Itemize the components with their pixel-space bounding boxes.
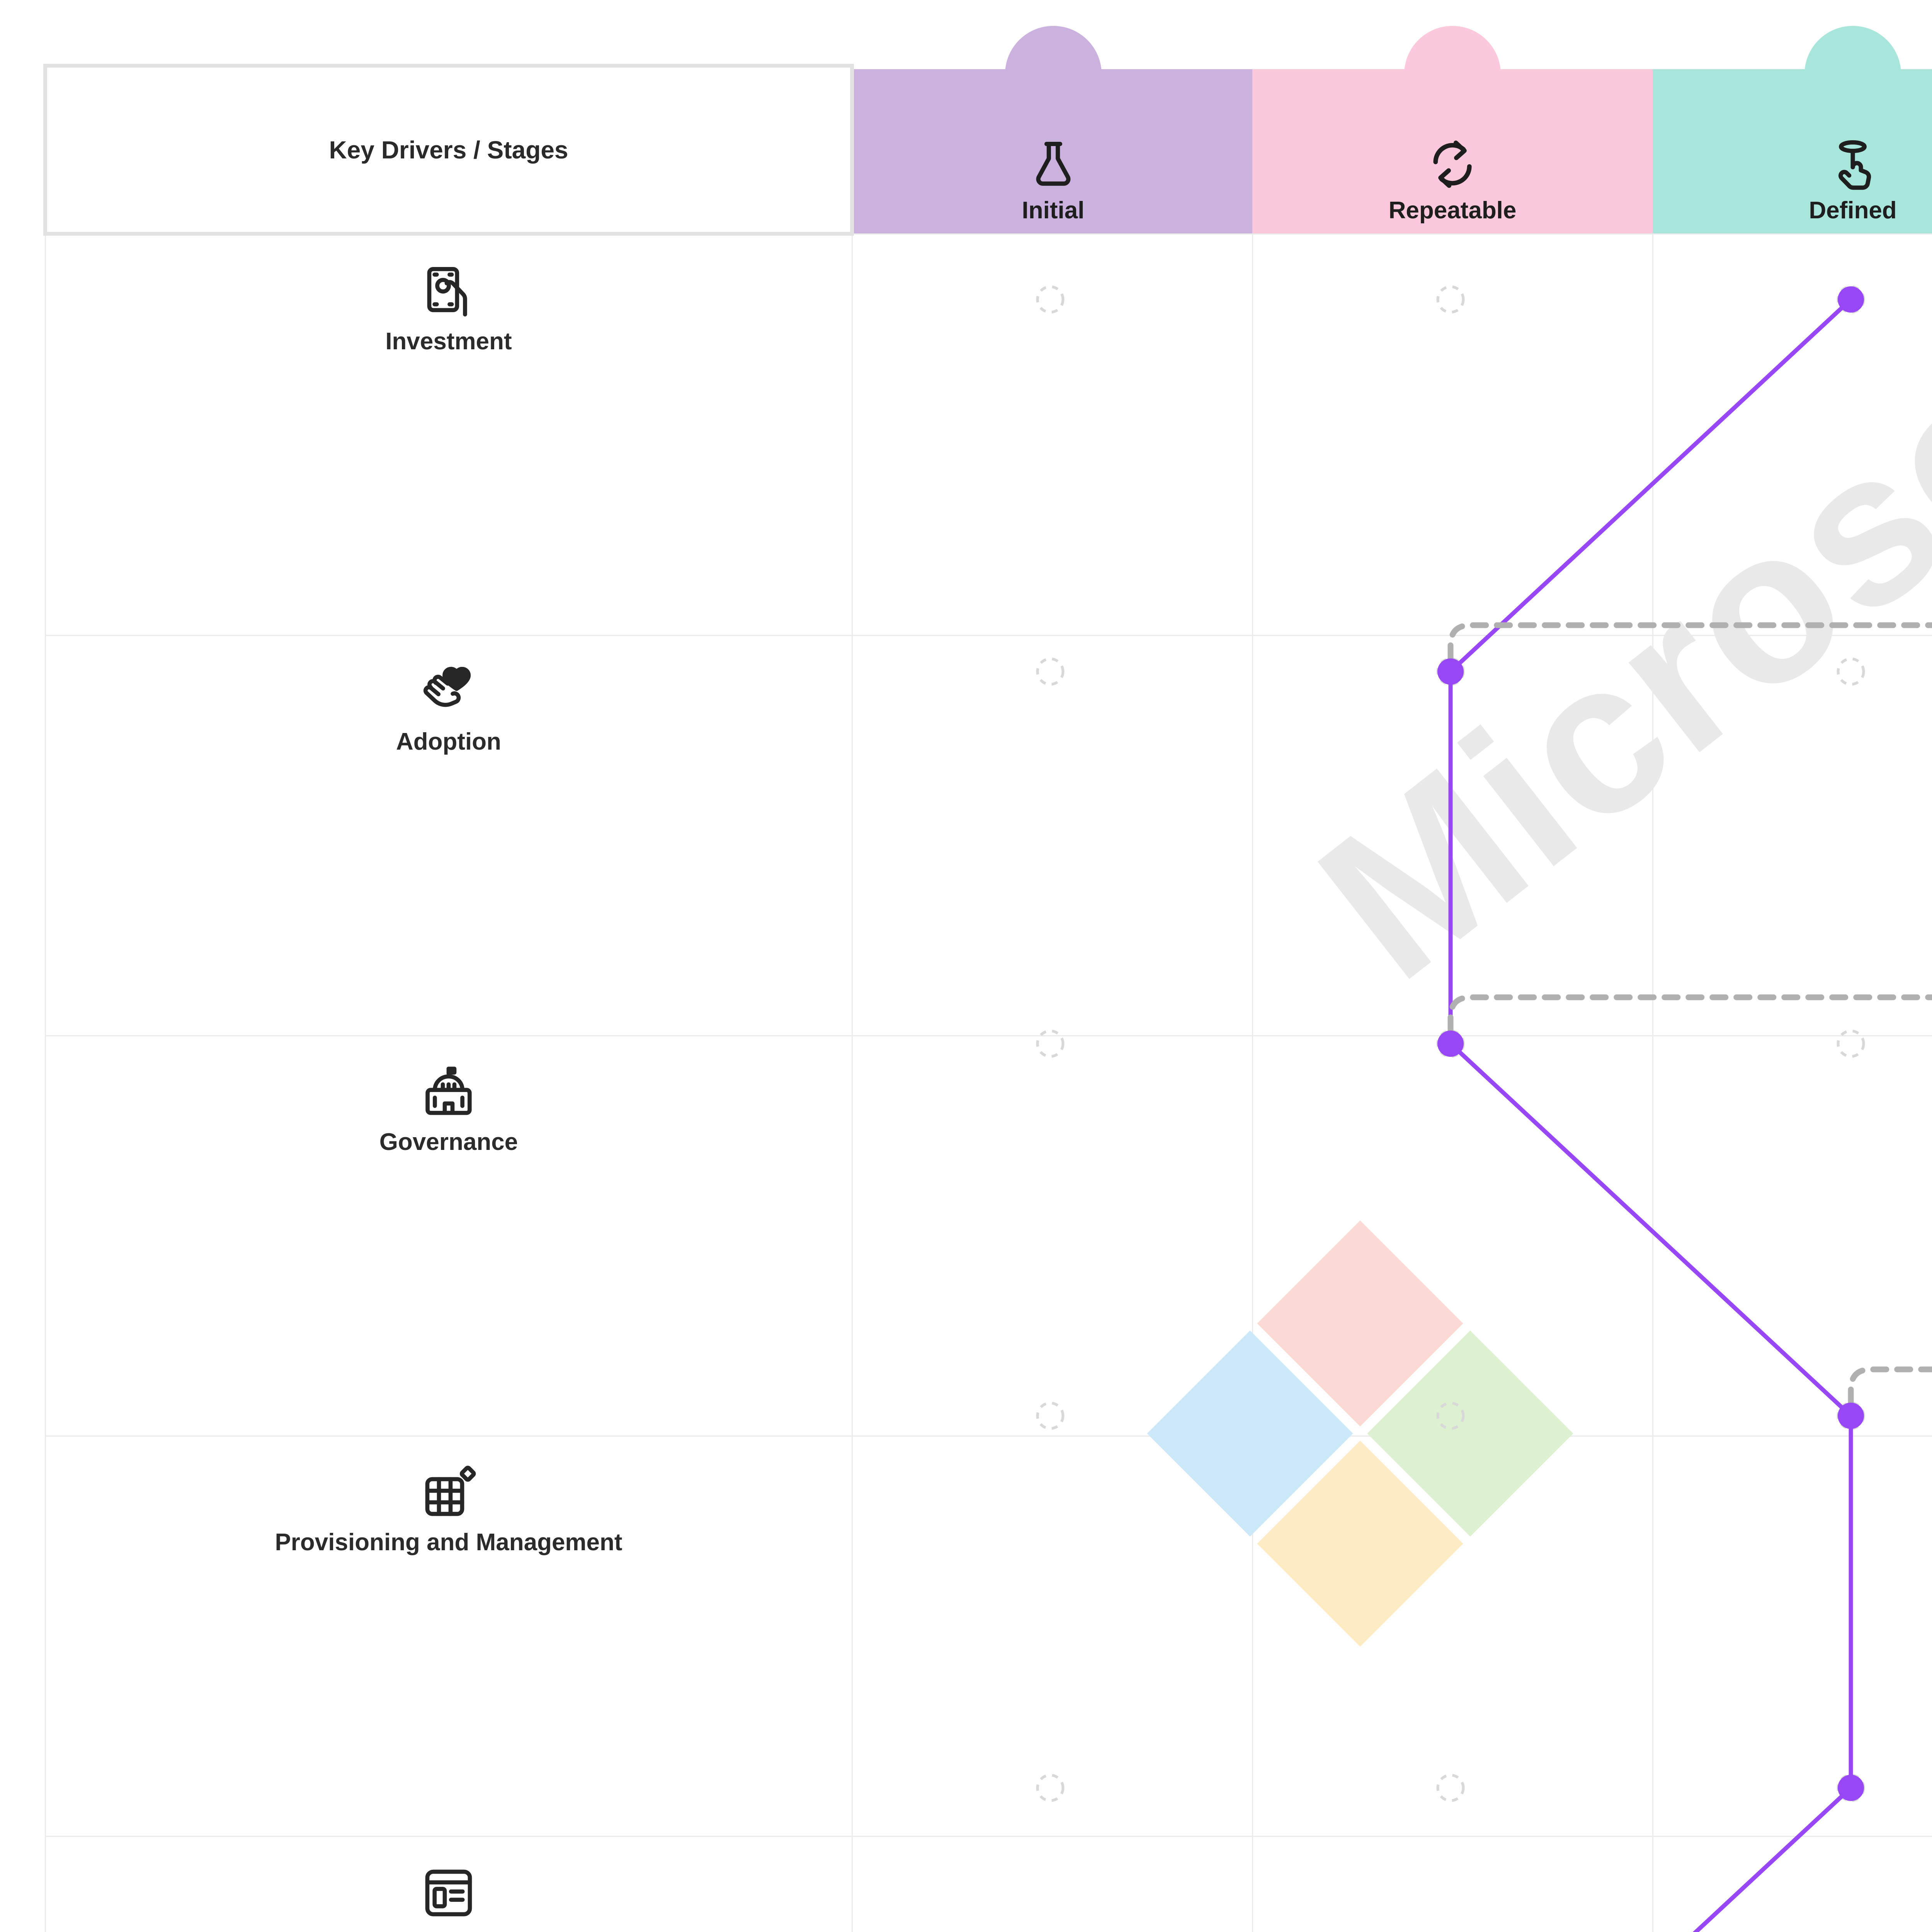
cell-adoption-initial[interactable] (851, 635, 1253, 1036)
cell-interfaces-defined[interactable] (1652, 1836, 1932, 1932)
driver-label-investment: Investment (385, 328, 512, 355)
cell-governance-repeatable[interactable] (1252, 1035, 1653, 1437)
driver-cell-provisioning: Provisioning and Management (44, 1435, 853, 1837)
cell-provisioning-repeatable[interactable] (1252, 1435, 1653, 1837)
stage-header-repeatable[interactable]: Repeatable (1252, 26, 1653, 234)
stage-bump-repeatable (1404, 26, 1501, 122)
cell-provisioning-defined[interactable] (1652, 1435, 1932, 1837)
driver-label-adoption: Adoption (396, 728, 501, 755)
driver-label-interfaces: Interfaces (46, 1930, 852, 1932)
flask-icon (1026, 137, 1080, 193)
hand-heart-icon (46, 663, 852, 723)
money-hand-icon (46, 263, 852, 323)
table-row: Governance (44, 1035, 1932, 1437)
cell-adoption-repeatable[interactable] (1252, 635, 1653, 1036)
driver-label-governance: Governance (379, 1129, 518, 1155)
cell-investment-defined[interactable] (1652, 233, 1932, 636)
table-row: Adoption (44, 635, 1932, 1036)
driver-cell-investment: Investment (44, 233, 853, 636)
cell-provisioning-initial[interactable] (851, 1435, 1253, 1837)
cell-interfaces-initial[interactable] (851, 1836, 1253, 1932)
stage-label-repeatable: Repeatable (1388, 197, 1517, 224)
stage-header-initial[interactable]: Initial (852, 26, 1252, 234)
matrix-header-row: Key Drivers / Stages Initial (43, 26, 1932, 236)
table-row: Interfaces (44, 1836, 1932, 1932)
cell-governance-initial[interactable] (851, 1035, 1253, 1437)
cell-investment-repeatable[interactable] (1252, 233, 1653, 636)
driver-cell-adoption: Adoption (44, 635, 853, 1036)
stage-header-defined[interactable]: Defined (1653, 26, 1932, 234)
cell-investment-initial[interactable] (851, 233, 1253, 636)
table-row: Investment (44, 233, 1932, 636)
stage-bump-initial (1005, 26, 1102, 122)
driver-cell-interfaces: Interfaces (44, 1836, 853, 1932)
maturity-matrix: Key Drivers / Stages Initial (43, 26, 1932, 1932)
matrix-table: Key Drivers / Stages Initial (43, 26, 1932, 1932)
stage-bar-initial: Initial (854, 26, 1252, 233)
stage-bar-defined: Defined (1653, 26, 1932, 233)
stage-label-defined: Defined (1809, 197, 1897, 224)
refresh-cycle-icon (1425, 137, 1480, 193)
touch-pointer-icon (1826, 137, 1880, 193)
cell-adoption-defined[interactable] (1652, 635, 1932, 1036)
table-row: Provisioning and Management (44, 1435, 1932, 1837)
row-label-header: Key Drivers / Stages (43, 64, 854, 236)
driver-cell-governance: Governance (44, 1035, 853, 1437)
stage-label-initial: Initial (1022, 197, 1085, 224)
capitol-building-icon (46, 1063, 852, 1123)
cell-governance-defined[interactable] (1652, 1035, 1932, 1437)
driver-label-provisioning: Provisioning and Management (275, 1529, 622, 1556)
stage-bump-defined (1804, 26, 1901, 122)
stage-bar-repeatable: Repeatable (1252, 26, 1653, 233)
cell-interfaces-repeatable[interactable] (1252, 1836, 1653, 1932)
window-layout-icon (46, 1864, 852, 1924)
grid-diamond-icon (46, 1464, 852, 1524)
